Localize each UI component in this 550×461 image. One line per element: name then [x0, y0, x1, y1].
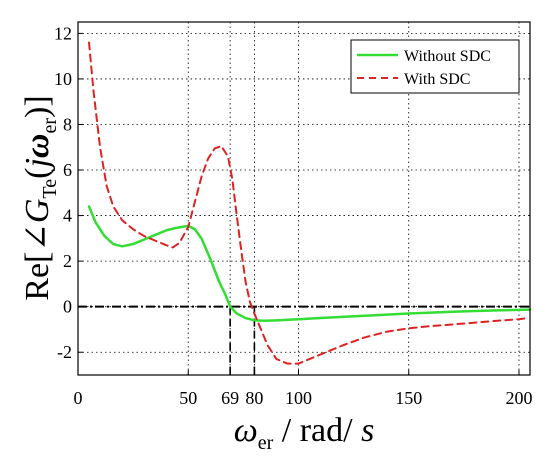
x-tick-label: 150 [395, 388, 422, 408]
legend-box [350, 39, 520, 94]
x-tick-label: 0 [74, 388, 83, 408]
y-tick-label: 4 [63, 206, 72, 226]
x-axis-label-unit: / rad/ [273, 412, 361, 449]
grid [78, 22, 530, 375]
x-tick-label: 50 [179, 388, 197, 408]
series-layer [87, 41, 532, 365]
y-axis-label-close: )] [19, 95, 56, 118]
x-axis-label-unit-tail: s [361, 412, 374, 449]
y-axis-label-prefix: Re[∠ [19, 223, 56, 301]
x-axis-ticks: 0 50 69 80 100 150 200 [74, 370, 532, 408]
x-tick-label: 100 [285, 388, 312, 408]
y-tick-label: 6 [63, 160, 72, 180]
y-tick-label: -2 [57, 342, 72, 362]
y-tick-label: 8 [63, 114, 72, 134]
x-axis-label: ωer / rad/ s [234, 412, 375, 454]
x-axis-label-symbol: ω [234, 412, 258, 449]
y-axis-label-j: j [19, 158, 56, 171]
y-axis-label-symbol: G [19, 199, 56, 224]
series-line-without-sdc [87, 205, 532, 323]
y-axis-label-open: ( [19, 168, 56, 179]
y-axis-label-omega-subscript: er [39, 118, 61, 134]
y-axis-label: Re[∠GTe(jωer)] [19, 95, 61, 300]
y-tick-label: 12 [54, 23, 72, 43]
x-axis-label-subscript: er [258, 432, 274, 454]
y-tick-label: 10 [54, 69, 72, 89]
y-axis-label-omega: ω [19, 133, 56, 158]
y-tick-label: 2 [63, 251, 72, 271]
y-axis-label-subscript: Te [39, 179, 61, 199]
x-tick-label: 80 [245, 388, 263, 408]
y-tick-label: 0 [63, 297, 72, 317]
legend: Without SDC With SDC [350, 39, 520, 94]
x-tick-label: 200 [505, 388, 532, 408]
series-line-with-sdc [88, 41, 529, 365]
legend-label-without-sdc: Without SDC [404, 48, 491, 65]
plot-frame [77, 21, 531, 376]
y-axis-ticks: -2 0 2 4 6 8 10 12 [54, 23, 83, 362]
x-tick-label: 69 [221, 388, 239, 408]
reference-lines [78, 305, 530, 375]
legend-label-with-sdc: With SDC [404, 71, 470, 88]
